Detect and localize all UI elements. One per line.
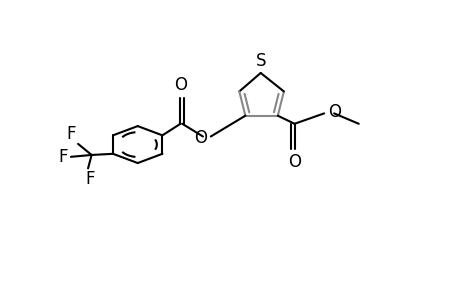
Text: S: S [255,52,265,70]
Text: O: O [194,129,207,147]
Text: O: O [287,153,301,171]
Text: F: F [58,148,68,166]
Text: F: F [85,170,95,188]
Text: F: F [67,125,76,143]
Text: O: O [174,76,187,94]
Text: O: O [328,103,341,122]
